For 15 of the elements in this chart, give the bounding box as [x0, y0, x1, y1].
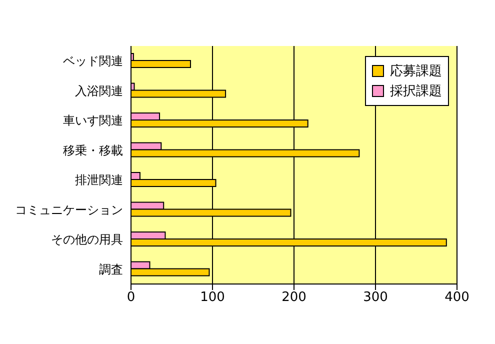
y-tick-label: 排泄関連 — [75, 173, 123, 188]
legend-label: 採択課題 — [390, 83, 442, 100]
y-tick-label: その他の用具 — [51, 232, 123, 247]
x-tick-label: 400 — [444, 290, 470, 306]
x-tick-label: 200 — [282, 290, 306, 306]
x-tick-label: 100 — [200, 290, 225, 306]
x-tick-label: 300 — [363, 290, 388, 306]
y-tick-label: コミュニケーション — [15, 202, 123, 217]
y-tick-label: 調査 — [99, 262, 123, 276]
legend-label: 応募課題 — [390, 63, 442, 80]
y-tick-label: 入浴関連 — [75, 84, 123, 98]
y-tick-label: 移乗・移載 — [63, 143, 123, 158]
y-tick-label: ベッド関連 — [63, 54, 123, 68]
y-tick-label: 車いす関連 — [63, 114, 123, 128]
x-tick-label: 0 — [126, 290, 136, 306]
